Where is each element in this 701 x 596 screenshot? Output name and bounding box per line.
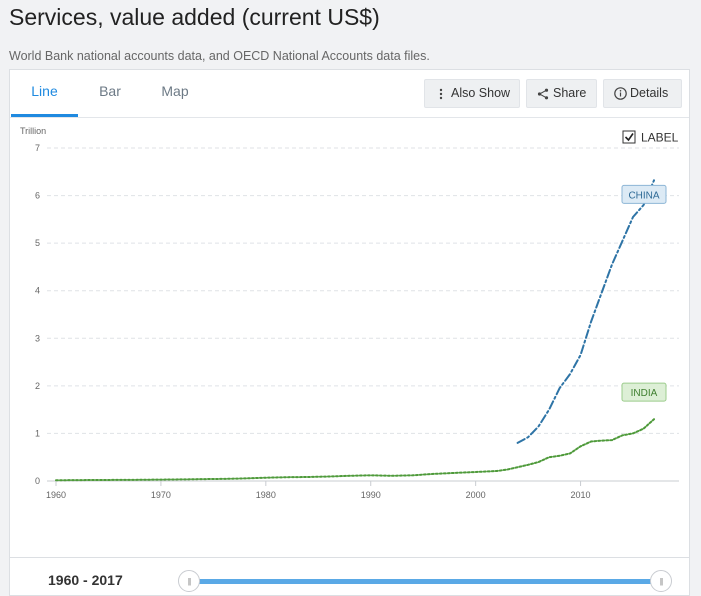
grip-icon: ||| <box>659 576 663 586</box>
tab-map[interactable]: Map <box>161 83 189 99</box>
vertical-dots-icon <box>434 80 448 107</box>
share-button[interactable]: Share <box>526 79 597 108</box>
range-separator: - <box>83 572 88 588</box>
year-slider-track[interactable] <box>188 579 664 584</box>
chart-card: Line Bar Map Also Show Share Details <box>9 69 690 558</box>
share-label: Share <box>553 86 587 100</box>
range-start: 1960 <box>48 572 80 588</box>
source-note: World Bank national accounts data, and O… <box>9 49 430 63</box>
tab-line[interactable]: Line <box>11 70 78 117</box>
range-end: 2017 <box>91 572 123 588</box>
also-show-label: Also Show <box>451 86 511 100</box>
tab-bar[interactable]: Bar <box>99 83 121 99</box>
slider-handle-start[interactable]: ||| <box>178 570 200 592</box>
label-toggle[interactable]: LABEL <box>622 130 679 145</box>
also-show-button[interactable]: Also Show <box>424 79 520 108</box>
info-icon <box>613 80 627 107</box>
grip-icon: ||| <box>187 576 191 586</box>
page-title: Services, value added (current US$) <box>9 4 380 30</box>
tab-divider <box>10 117 689 118</box>
label-checkbox[interactable] <box>622 130 636 144</box>
slider-handle-end[interactable]: ||| <box>650 570 672 592</box>
details-button[interactable]: Details <box>603 79 682 108</box>
time-range-bar: 1960 - 2017 ||| ||| <box>9 558 690 596</box>
checkmark-icon <box>624 133 634 142</box>
year-range: 1960 - 2017 <box>48 572 123 588</box>
details-label: Details <box>630 86 669 100</box>
share-icon <box>536 80 550 107</box>
label-toggle-text: LABEL <box>641 131 679 145</box>
